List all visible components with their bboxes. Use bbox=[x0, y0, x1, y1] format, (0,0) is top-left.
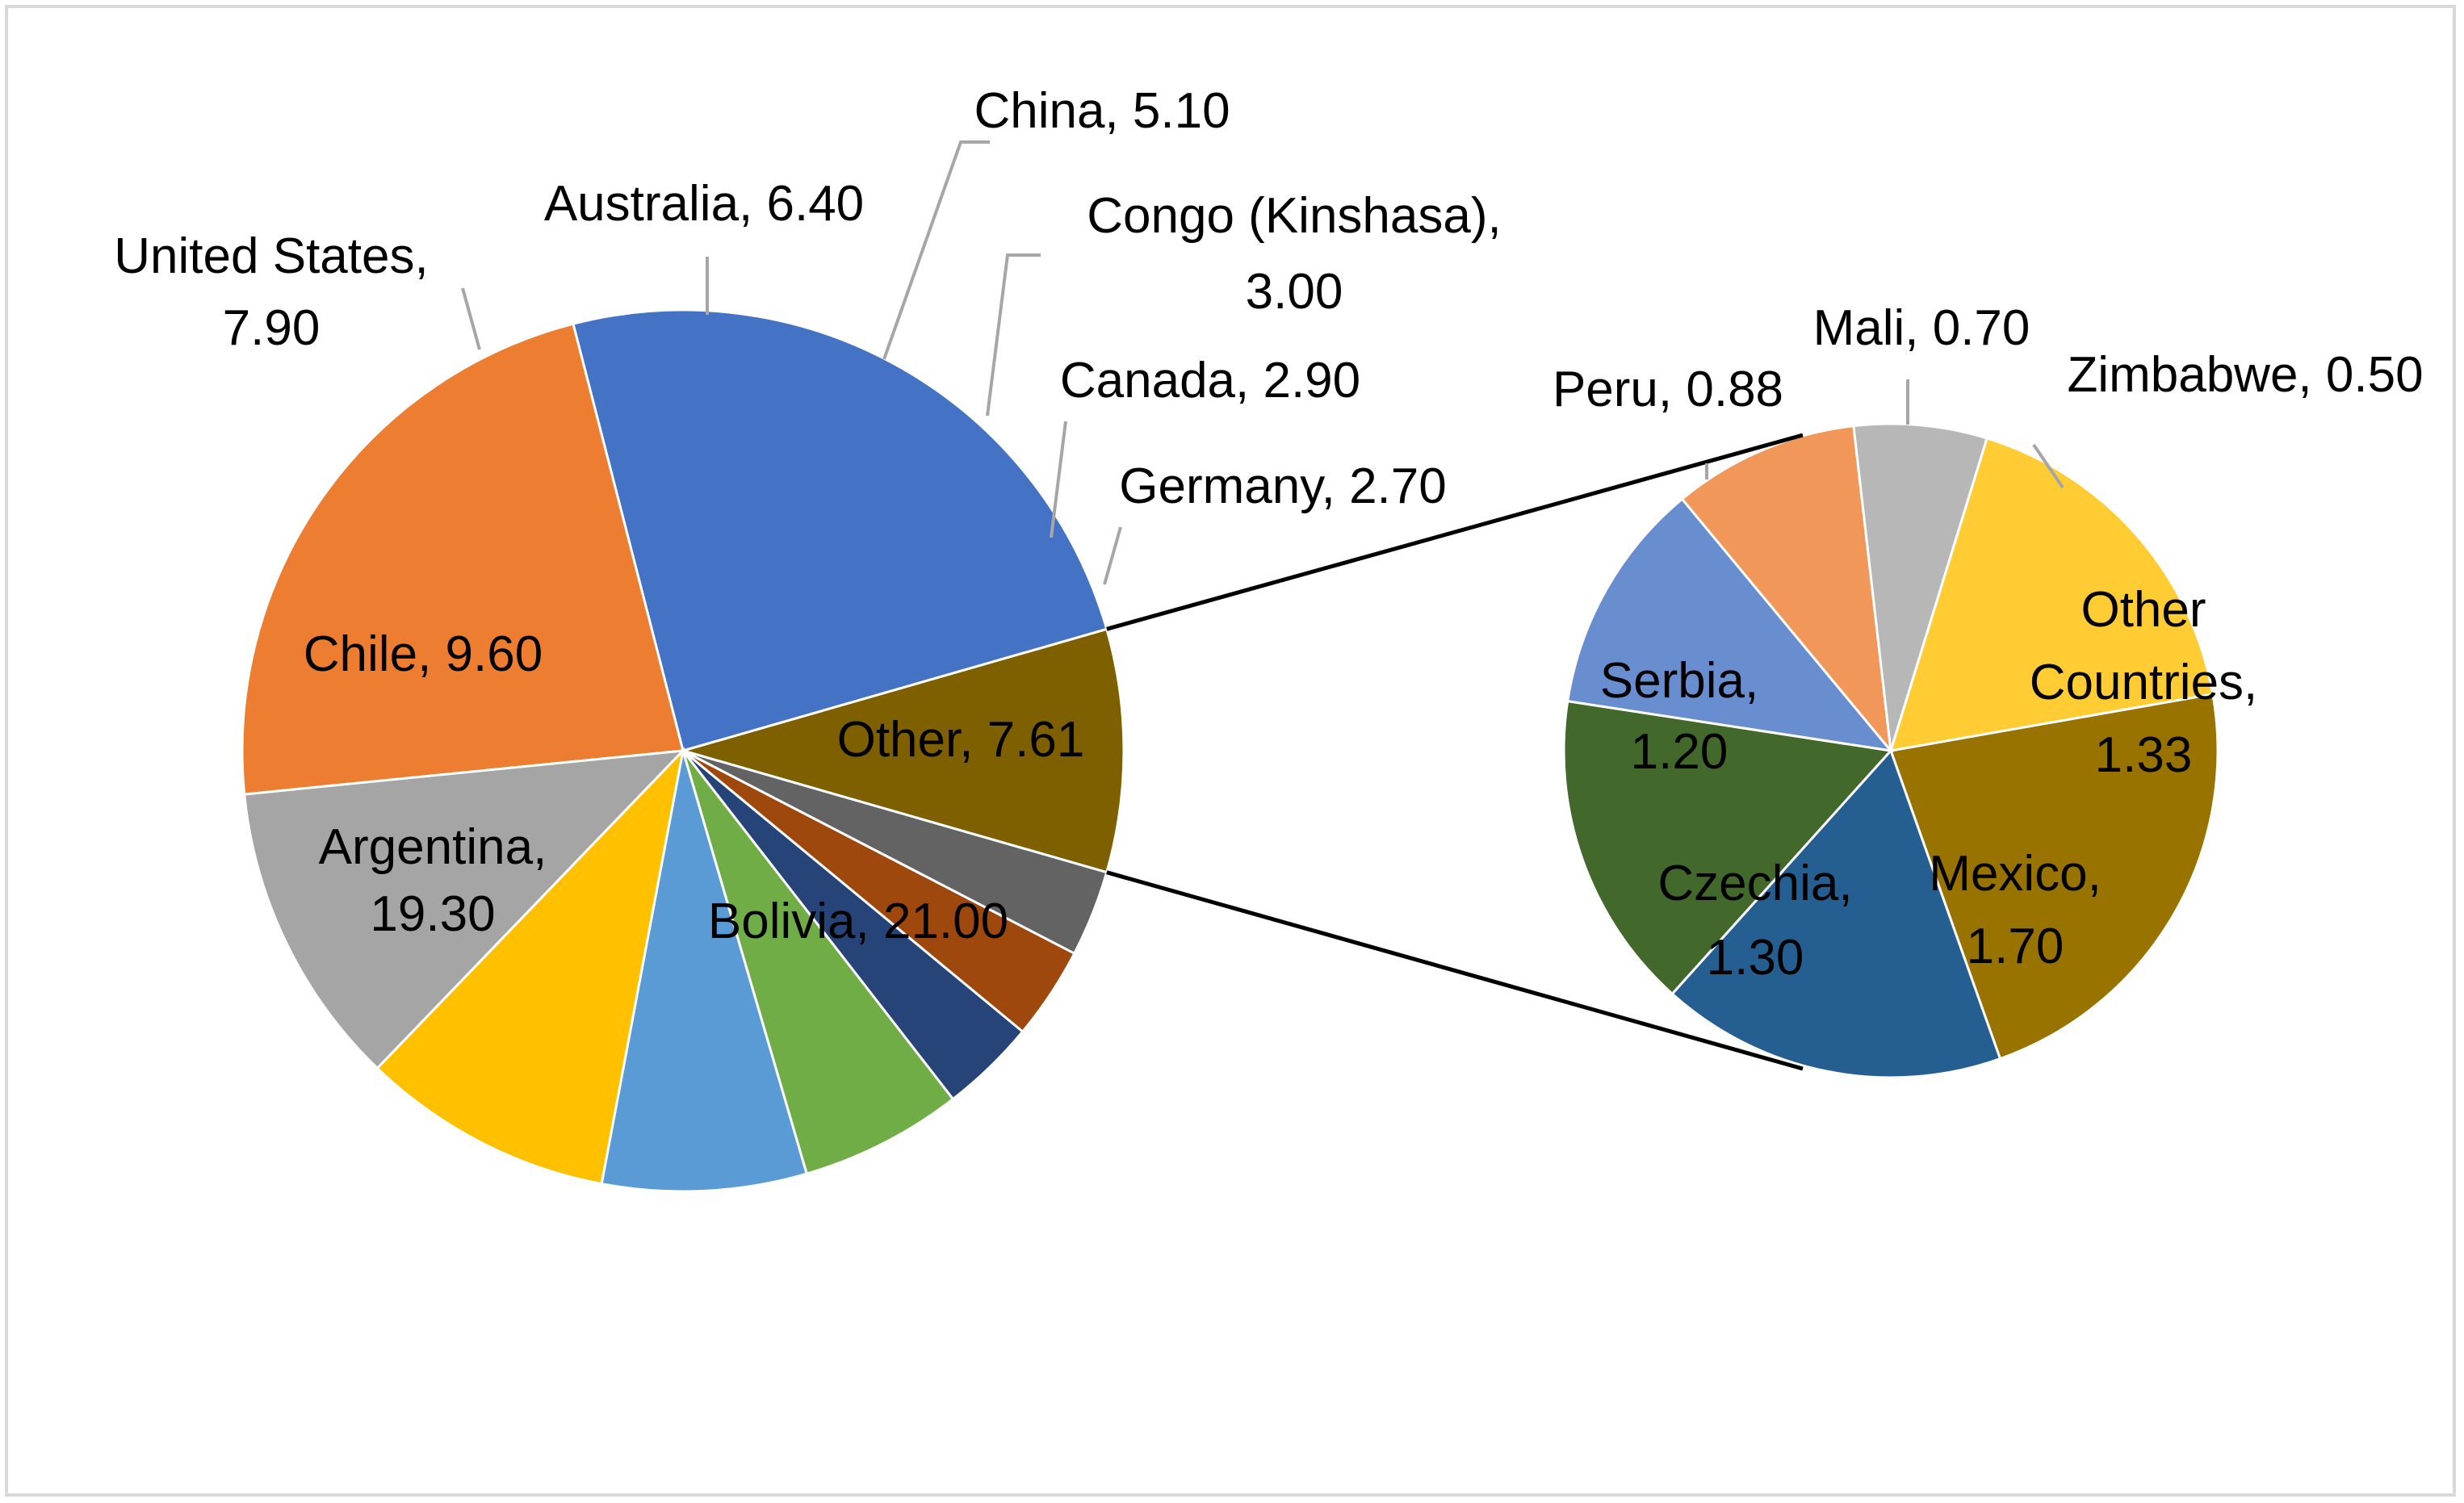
secondary-peru-slice bbox=[1565, 497, 1894, 753]
main-china-slice bbox=[681, 750, 955, 1175]
data-label-mali: Mali, 0.70 bbox=[1813, 300, 2030, 356]
data-label-zimbabwe: Zimbabwe, 0.50 bbox=[2067, 347, 2423, 403]
main-other-slice bbox=[678, 627, 1125, 874]
data-label-china: China, 5.10 bbox=[974, 83, 1230, 139]
data-label-other-countries: Other Countries, 1.33 bbox=[2030, 582, 2258, 783]
secondary-czechia-slice bbox=[1670, 748, 2002, 1079]
leader-line-germany bbox=[1103, 526, 1122, 585]
secondary-zimbabwe-slice bbox=[1852, 422, 1989, 752]
leader-line-congo-kinshasa bbox=[986, 253, 1041, 417]
main-bolivia-slice bbox=[572, 308, 1108, 752]
leader-line-zimbabwe bbox=[2032, 443, 2064, 489]
data-label-canada: Canada, 2.90 bbox=[1060, 353, 1360, 408]
data-label-peru: Peru, 0.88 bbox=[1553, 362, 1783, 417]
connector-line-top bbox=[1106, 433, 1804, 631]
data-label-serbia: Serbia, 1.20 bbox=[1600, 653, 1758, 780]
main-united-states-slice bbox=[375, 747, 685, 1186]
main-australia-slice bbox=[600, 750, 809, 1193]
data-label-argentina: Argentina, 19.30 bbox=[319, 819, 547, 942]
secondary-mexico-slice bbox=[1888, 693, 2219, 1061]
data-label-other: Other, 7.61 bbox=[837, 712, 1085, 768]
leader-line-china bbox=[882, 140, 990, 360]
data-label-congo-kinshasa: Congo (Kinshasa), 3.00 bbox=[1087, 188, 1502, 320]
connector-lines bbox=[1106, 433, 1804, 1071]
secondary-mali-slice bbox=[1680, 424, 1893, 755]
leader-lines bbox=[461, 140, 2064, 585]
leader-line-united-states bbox=[461, 287, 481, 350]
data-label-chile: Chile, 9.60 bbox=[304, 626, 543, 682]
secondary-serbia-slice bbox=[1562, 699, 1893, 996]
secondary-other-countries-slice bbox=[1888, 437, 2215, 752]
secondary-pie bbox=[1562, 422, 2219, 1079]
main-pie bbox=[241, 308, 1125, 1193]
data-label-germany: Germany, 2.70 bbox=[1119, 458, 1446, 514]
main-argentina-slice bbox=[241, 322, 685, 796]
leader-line-canada bbox=[1050, 421, 1067, 538]
data-label-mexico: Mexico, 1.70 bbox=[1929, 846, 2102, 974]
main-chile-slice bbox=[243, 749, 686, 1070]
data-label-australia: Australia, 6.40 bbox=[544, 176, 864, 232]
data-labels: Other, 7.61 Bolivia, 21.00 Argentina, 19.30… bbox=[114, 83, 2423, 986]
connector-line-bottom bbox=[1106, 870, 1804, 1071]
data-label-bolivia: Bolivia, 21.00 bbox=[708, 894, 1008, 949]
data-label-united-states: United States, 7.90 bbox=[114, 228, 428, 356]
data-label-czechia: Czechia, 1.30 bbox=[1657, 856, 1852, 986]
